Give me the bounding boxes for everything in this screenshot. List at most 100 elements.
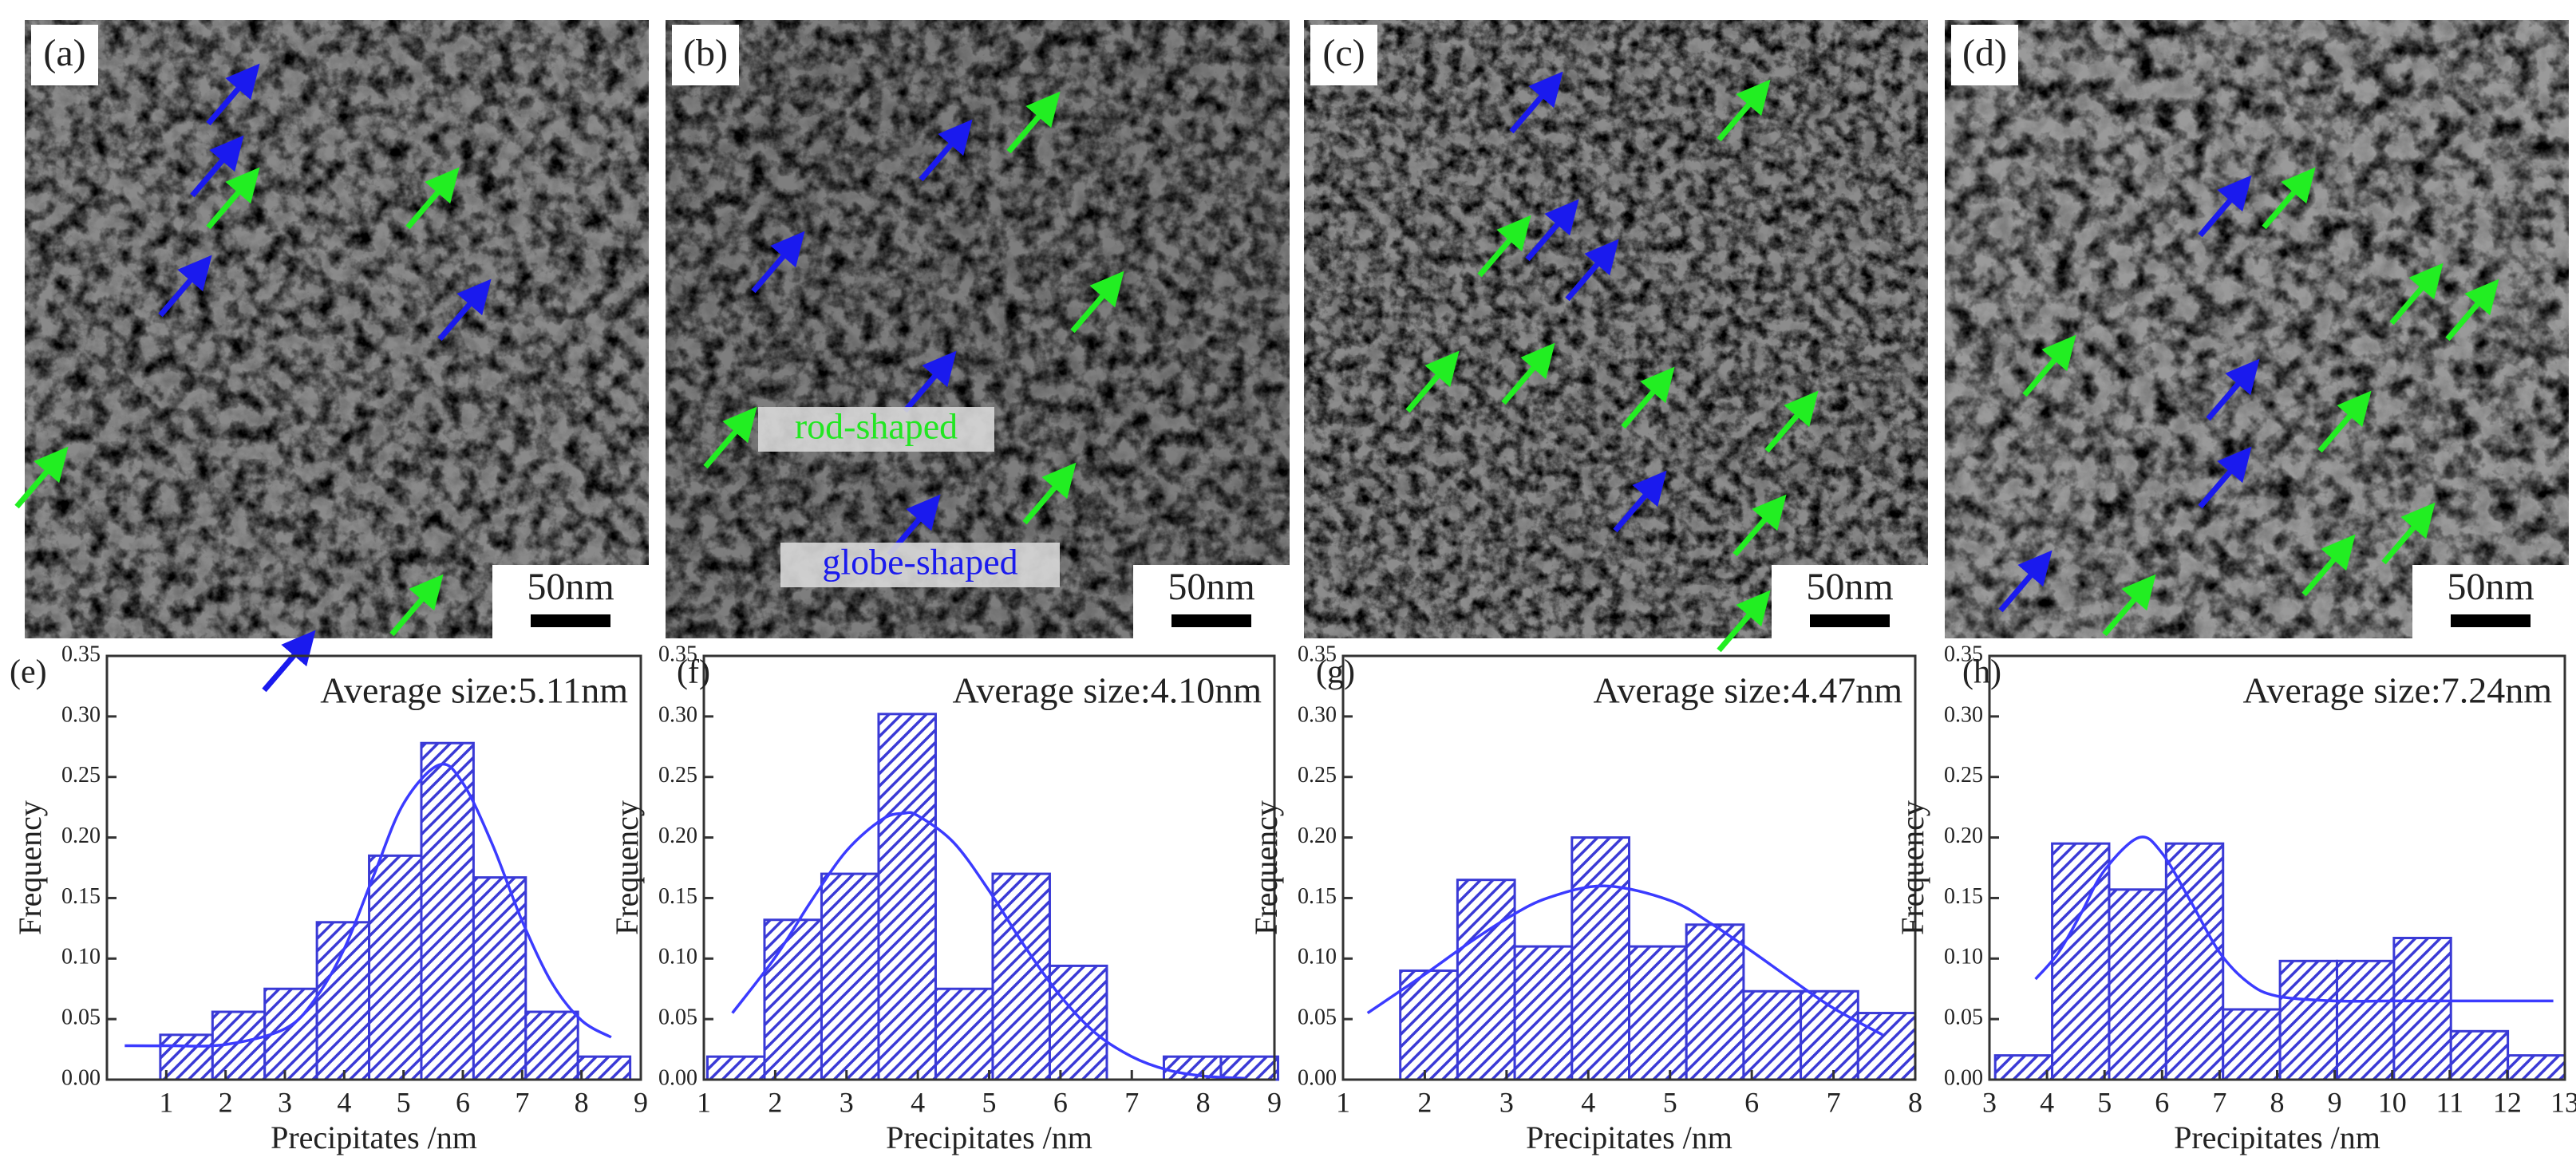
y-tick-label: 0.10 [1298, 945, 1337, 970]
y-tick-label: 0.35 [1298, 642, 1337, 666]
y-axis-label: Frequency [609, 800, 645, 935]
x-tick-label: 9 [634, 1086, 648, 1118]
scale-bar [2451, 614, 2531, 627]
y-tick-label: 0.25 [1298, 763, 1337, 788]
y-tick-label: 0.00 [1944, 1065, 1983, 1090]
histogram-bar [1628, 945, 1688, 1081]
x-tick-label: 2 [768, 1086, 782, 1118]
green-arrow [2317, 390, 2372, 453]
panel-label: (h) [1962, 654, 2001, 691]
histogram-bar [1399, 969, 1459, 1081]
x-tick-label: 10 [2378, 1086, 2407, 1118]
x-tick-label: 1 [159, 1086, 173, 1118]
green-arrow [2022, 334, 2076, 397]
blue-arrow [262, 630, 316, 693]
x-tick-label: 5 [982, 1086, 997, 1118]
green-arrow [1732, 494, 1787, 557]
histogram-bar [524, 1010, 579, 1081]
blue-arrow [1998, 550, 2053, 613]
green-arrow [2262, 167, 2316, 230]
panel-label: (g) [1316, 654, 1355, 691]
blue-arrow [1613, 470, 1667, 533]
green-arrow [1006, 91, 1061, 154]
green-arrow [206, 167, 260, 230]
y-tick-label: 0.25 [1944, 763, 1983, 788]
y-axis-label: Frequency [1894, 800, 1930, 935]
x-tick-label: 6 [1744, 1086, 1759, 1118]
x-tick-label: 3 [1499, 1086, 1514, 1118]
x-tick-label: 5 [397, 1086, 411, 1118]
histogram-bar [1219, 1055, 1279, 1081]
y-tick-label: 0.15 [658, 884, 697, 909]
histogram-bar [2449, 1029, 2510, 1081]
green-arrow [1621, 366, 1675, 429]
panel-label: (b) [683, 32, 728, 74]
y-tick-label: 0.25 [61, 763, 101, 788]
fit-curve [1366, 884, 1883, 1037]
green-arrow [1501, 342, 1555, 405]
x-tick-label: 5 [1663, 1086, 1677, 1118]
blue-arrow [1509, 71, 1563, 134]
histogram-bar [1570, 836, 1631, 1081]
x-tick-label: 7 [515, 1086, 529, 1118]
y-tick-label: 0.30 [1944, 702, 1983, 727]
histogram-bar [2222, 1008, 2282, 1081]
histogram-bar [2164, 842, 2225, 1081]
scale-bar-label: 50nm [1806, 566, 1893, 608]
histogram-bar [2392, 936, 2452, 1081]
globe-shaped-label: globe-shaped [822, 542, 1017, 583]
panel-label-box [672, 25, 739, 85]
blue-arrow [751, 231, 805, 294]
y-tick-label: 0.05 [61, 1005, 101, 1030]
histogram-bar [2108, 888, 2167, 1081]
micrograph: (a) 50nm [14, 20, 649, 693]
y-tick-label: 0.30 [1298, 702, 1337, 727]
blue-arrow [158, 255, 212, 318]
x-tick-label: 4 [1581, 1086, 1595, 1118]
histogram-bar [820, 872, 880, 1081]
y-tick-label: 0.25 [658, 763, 697, 788]
histogram-bar [1048, 964, 1108, 1081]
green-arrow [1405, 350, 1460, 413]
y-tick-label: 0.20 [61, 823, 101, 848]
blue-arrow [2206, 358, 2260, 421]
x-tick-label: 4 [911, 1086, 925, 1118]
x-tick-label: 8 [1196, 1086, 1211, 1118]
rod-shaped-label: rod-shaped [795, 406, 958, 447]
green-arrow [1717, 79, 1771, 142]
green-arrow [1717, 590, 1771, 653]
green-arrow [405, 167, 460, 230]
histogram-bar [2051, 842, 2111, 1081]
micrograph: (b) 50nm [666, 20, 1290, 638]
blue-arrow [2198, 175, 2252, 238]
y-axis-label: Frequency [1248, 800, 1284, 935]
histogram-bar [159, 1033, 214, 1081]
histogram-bar [1685, 923, 1745, 1081]
y-tick-label: 0.15 [61, 884, 101, 909]
chart-title: Average size:4.47nm [1594, 670, 1903, 711]
green-arrow [2301, 534, 2356, 597]
green-arrow [1764, 390, 1819, 453]
y-tick-label: 0.10 [61, 945, 101, 970]
x-axis-label: Precipitates /nm [886, 1120, 1092, 1155]
blue-arrow [919, 119, 973, 182]
scale-bar [1810, 614, 1890, 627]
y-tick-label: 0.35 [61, 642, 101, 666]
green-arrow [2381, 502, 2436, 565]
micrograph: (d) 50nm [1945, 20, 2569, 638]
histogram-bar [420, 741, 475, 1081]
histogram-bar [368, 854, 423, 1081]
green-arrow [14, 446, 69, 509]
histogram-bar [1513, 945, 1574, 1081]
chart-title: Average size:4.10nm [953, 670, 1262, 711]
green-arrow [1477, 215, 1531, 278]
x-axis-label: Precipitates /nm [271, 1120, 477, 1155]
histogram-bar [1856, 1012, 1917, 1081]
y-tick-label: 0.05 [658, 1005, 697, 1030]
x-tick-label: 6 [2155, 1086, 2169, 1118]
histogram-bar [1456, 879, 1516, 1081]
y-tick-label: 0.20 [1944, 823, 1983, 848]
x-tick-label: 7 [2212, 1086, 2226, 1118]
y-tick-label: 0.05 [1944, 1005, 1983, 1030]
panel-label: (f) [677, 654, 710, 691]
